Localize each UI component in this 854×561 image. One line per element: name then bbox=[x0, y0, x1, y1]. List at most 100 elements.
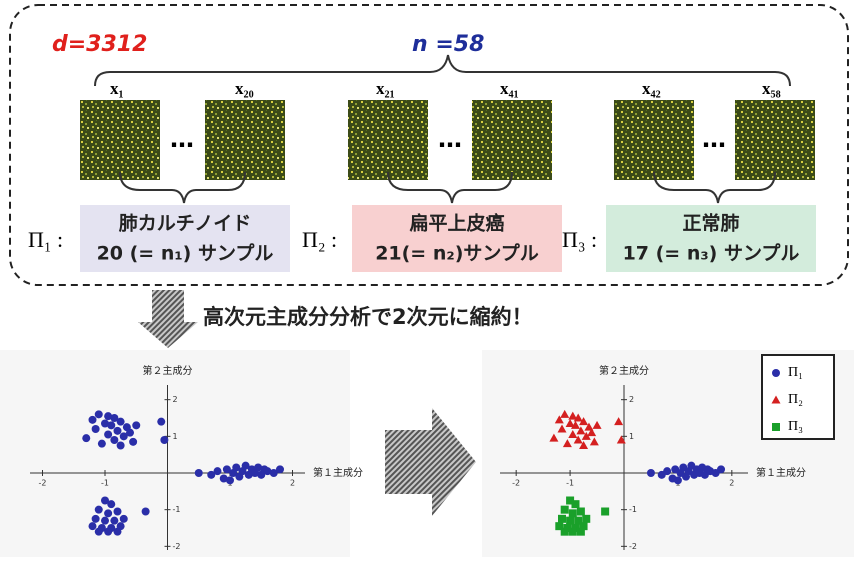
point bbox=[113, 527, 122, 536]
point bbox=[568, 509, 577, 518]
point bbox=[94, 505, 103, 514]
x-tick-label: 2 bbox=[729, 479, 734, 488]
point bbox=[113, 426, 122, 435]
point bbox=[101, 516, 109, 525]
microarray bbox=[348, 100, 428, 180]
microarray bbox=[80, 100, 160, 180]
point bbox=[573, 413, 583, 422]
down-arrow bbox=[138, 290, 198, 348]
point bbox=[91, 425, 100, 433]
point bbox=[576, 507, 585, 516]
point bbox=[263, 467, 272, 476]
point bbox=[194, 469, 203, 477]
point bbox=[116, 441, 125, 450]
group-symbol: Π₂ : bbox=[302, 227, 337, 252]
legend: Π₁ Π₂ Π₃ bbox=[761, 354, 835, 440]
point bbox=[587, 428, 597, 437]
dimension: d=3312 bbox=[52, 32, 147, 57]
point bbox=[579, 441, 589, 449]
sample-label: x₂₀ bbox=[235, 79, 254, 98]
group-box bbox=[606, 205, 816, 272]
point bbox=[241, 461, 250, 470]
point bbox=[568, 527, 577, 536]
y-tick-label: -2 bbox=[173, 542, 181, 551]
y-tick-label: -1 bbox=[173, 505, 181, 514]
brace bbox=[119, 171, 246, 204]
legend-marker bbox=[771, 395, 781, 404]
group-count: 21(= n₂)サンプル bbox=[375, 242, 539, 265]
brace bbox=[387, 171, 513, 204]
point bbox=[584, 422, 594, 431]
point bbox=[549, 433, 559, 442]
point bbox=[592, 420, 602, 429]
point bbox=[107, 500, 116, 509]
point bbox=[104, 430, 113, 439]
point bbox=[717, 465, 726, 474]
point bbox=[673, 476, 682, 485]
point bbox=[554, 415, 564, 424]
point bbox=[560, 527, 569, 536]
point bbox=[104, 412, 113, 421]
point bbox=[576, 426, 586, 435]
point bbox=[570, 420, 580, 429]
point bbox=[571, 500, 580, 509]
group-count: 20 (= n₁) サンプル bbox=[97, 242, 274, 265]
point bbox=[110, 414, 119, 422]
point bbox=[560, 505, 569, 514]
point bbox=[646, 469, 655, 477]
point bbox=[568, 411, 578, 420]
group-name: 正常肺 bbox=[682, 212, 739, 235]
microarray bbox=[205, 100, 285, 180]
y-tick-label: 1 bbox=[629, 432, 634, 441]
point bbox=[222, 465, 231, 474]
point bbox=[129, 437, 138, 446]
point bbox=[616, 435, 626, 444]
point bbox=[91, 514, 100, 523]
point bbox=[141, 507, 150, 516]
point bbox=[558, 514, 566, 523]
right-arrow bbox=[385, 408, 476, 516]
point bbox=[88, 522, 97, 531]
group-box bbox=[80, 205, 290, 272]
sample-label: x₅₈ bbox=[762, 79, 781, 98]
point bbox=[582, 514, 591, 523]
x-tick-label: -2 bbox=[39, 479, 47, 488]
legend-label: Π₂ bbox=[788, 392, 803, 407]
point bbox=[97, 439, 106, 448]
y-tick-label: 2 bbox=[173, 395, 178, 404]
point bbox=[579, 522, 588, 531]
x-tick-label: -2 bbox=[512, 479, 520, 488]
point bbox=[601, 507, 610, 516]
brace bbox=[94, 54, 791, 87]
point bbox=[113, 507, 122, 516]
group-count: 17 (= n₃) サンプル bbox=[623, 242, 800, 265]
point bbox=[213, 467, 222, 476]
point bbox=[566, 496, 575, 505]
y-axis-label: 第２主成分 bbox=[143, 364, 193, 377]
point bbox=[88, 415, 97, 424]
point bbox=[276, 465, 284, 474]
x-tick-label: -1 bbox=[101, 479, 109, 488]
legend-marker bbox=[772, 369, 780, 377]
y-tick-label: -2 bbox=[629, 542, 637, 551]
point bbox=[565, 419, 575, 427]
point bbox=[104, 509, 113, 518]
point bbox=[226, 476, 234, 485]
point bbox=[119, 514, 128, 523]
microarray bbox=[472, 100, 552, 180]
point bbox=[557, 424, 567, 433]
legend-label: Π₁ bbox=[788, 365, 803, 380]
x-axis-label: 第１主成分 bbox=[313, 466, 363, 479]
point bbox=[269, 469, 278, 477]
legend-label: Π₃ bbox=[788, 419, 803, 434]
point bbox=[132, 421, 141, 430]
point bbox=[254, 463, 263, 472]
point bbox=[566, 516, 575, 525]
frame bbox=[9, 4, 849, 286]
point bbox=[110, 516, 119, 525]
y-tick-label: 2 bbox=[629, 395, 634, 404]
ellipsis: … bbox=[170, 125, 194, 153]
point bbox=[101, 419, 109, 428]
point bbox=[581, 431, 591, 440]
point bbox=[104, 527, 113, 536]
